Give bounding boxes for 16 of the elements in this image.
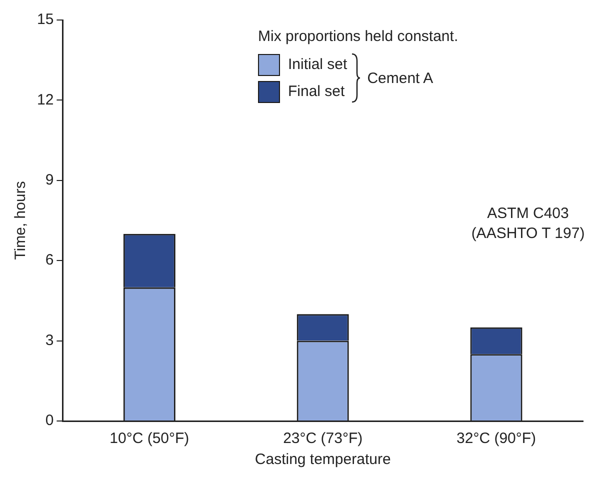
x-tick-label: 10°C (50°F) (110, 430, 190, 448)
y-tick-label: 3 (45, 332, 54, 349)
y-axis-title: Time, hours (12, 181, 30, 260)
legend-title: Mix proportions held constant. (258, 28, 458, 45)
y-tick-label: 6 (45, 252, 54, 269)
y-tick-label: 0 (45, 412, 54, 430)
legend-label: Initial set (288, 56, 348, 73)
x-axis-title: Casting temperature (254, 451, 391, 468)
y-tick-label: 9 (45, 172, 54, 189)
legend-label: Final set (288, 83, 345, 100)
annotation: Cement A (367, 70, 434, 86)
x-tick-label: 23°C (73°F) (283, 430, 363, 448)
y-tick-label: 12 (36, 91, 54, 108)
y-tick-label: 15 (36, 11, 54, 28)
x-tick-label: 32°C (90°F) (456, 430, 536, 448)
annotation: ASTM C403 (AASHTO T 197) (471, 205, 585, 242)
